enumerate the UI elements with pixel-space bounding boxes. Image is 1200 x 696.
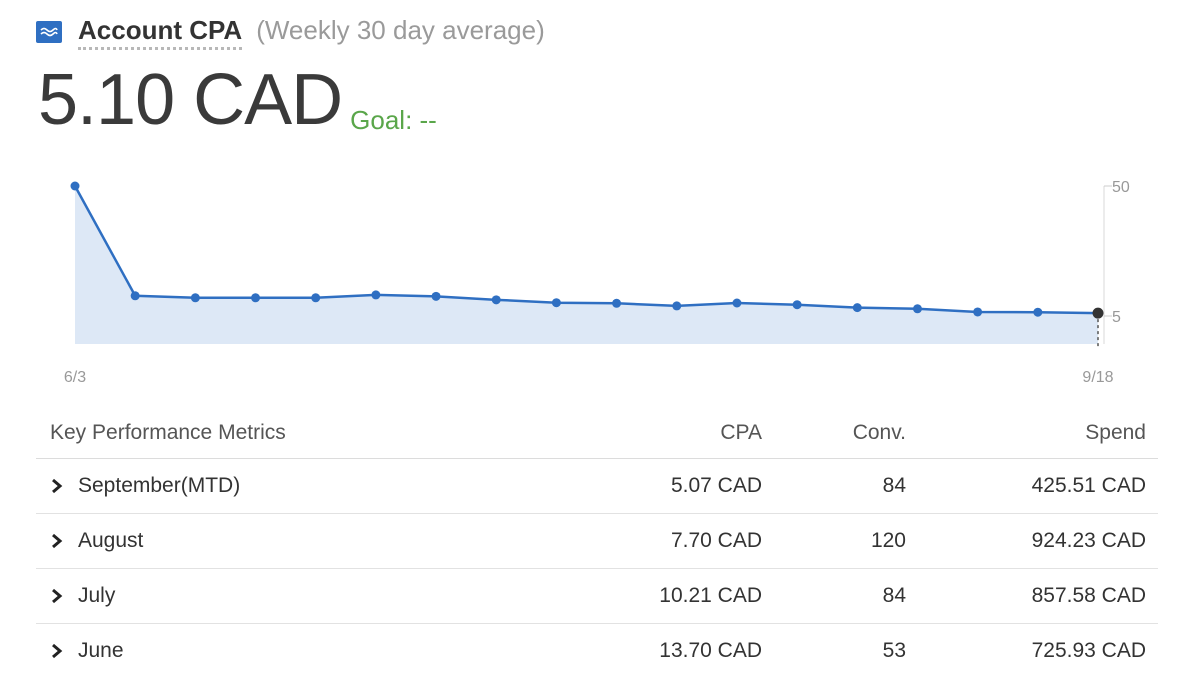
chevron-right-icon[interactable] bbox=[50, 533, 64, 549]
data-point bbox=[190, 293, 200, 303]
row-spend: 725.93 CAD bbox=[1031, 639, 1146, 662]
series-line bbox=[73, 185, 1099, 315]
row-cpa: 13.70 CAD bbox=[659, 639, 762, 662]
row-conv: 84 bbox=[882, 584, 906, 607]
data-point bbox=[612, 298, 622, 308]
data-point bbox=[130, 291, 140, 301]
header-cpa: CPA bbox=[720, 421, 762, 444]
data-point bbox=[431, 291, 441, 301]
card-header: Account CPA (Weekly 30 day average) bbox=[36, 12, 545, 52]
row-label: September(MTD) bbox=[78, 474, 241, 497]
metric-value: 5.10 CAD bbox=[38, 60, 343, 140]
y-tick-label: 50 bbox=[1112, 179, 1130, 196]
row-conv: 53 bbox=[882, 639, 906, 662]
data-point bbox=[792, 300, 802, 310]
row-conv: 84 bbox=[882, 474, 906, 497]
row-spend: 425.51 CAD bbox=[1031, 474, 1146, 497]
table-row[interactable]: August 7.70 CAD 120 924.23 CAD bbox=[36, 514, 1158, 569]
data-point bbox=[852, 303, 862, 313]
x-end-label: 9/18 bbox=[1082, 369, 1113, 386]
header-conv: Conv. bbox=[852, 421, 906, 444]
data-point bbox=[70, 181, 80, 191]
table-header: Key Performance Metrics CPA Conv. Spend bbox=[36, 408, 1158, 459]
card-subtitle: (Weekly 30 day average) bbox=[256, 14, 545, 45]
kpi-table: Key Performance Metrics CPA Conv. Spend … bbox=[36, 408, 1158, 678]
data-point bbox=[1033, 307, 1043, 317]
data-point bbox=[371, 290, 381, 300]
table-row[interactable]: June 13.70 CAD 53 725.93 CAD bbox=[36, 624, 1158, 678]
table-row[interactable]: July 10.21 CAD 84 857.58 CAD bbox=[36, 569, 1158, 624]
row-spend: 924.23 CAD bbox=[1031, 529, 1146, 552]
data-point bbox=[311, 293, 321, 303]
header-spend: Spend bbox=[1085, 421, 1146, 444]
row-cpa: 5.07 CAD bbox=[670, 474, 762, 497]
row-label: August bbox=[78, 529, 144, 552]
header-name: Key Performance Metrics bbox=[50, 421, 286, 444]
data-point bbox=[732, 298, 742, 308]
data-point bbox=[491, 295, 501, 305]
y-tick-label: 5 bbox=[1112, 309, 1121, 326]
chevron-right-icon[interactable] bbox=[50, 478, 64, 494]
data-point bbox=[551, 298, 561, 308]
row-label: July bbox=[78, 584, 116, 607]
x-start-label: 6/3 bbox=[64, 369, 86, 386]
row-label: June bbox=[78, 639, 124, 662]
data-point bbox=[912, 304, 922, 314]
chevron-right-icon[interactable] bbox=[50, 588, 64, 604]
row-conv: 120 bbox=[870, 529, 906, 552]
row-spend: 857.58 CAD bbox=[1031, 584, 1146, 607]
metric-summary: 5.10 CAD Goal: -- bbox=[38, 60, 437, 140]
chevron-right-icon[interactable] bbox=[50, 643, 64, 659]
data-point bbox=[973, 307, 983, 317]
data-point bbox=[251, 293, 261, 303]
data-point bbox=[672, 301, 682, 311]
row-cpa: 10.21 CAD bbox=[659, 584, 762, 607]
goal-label: Goal: -- bbox=[350, 105, 437, 135]
adwords-logo-icon bbox=[36, 21, 62, 43]
cpa-trend-chart: 50 5 6/3 9/18 bbox=[64, 179, 1130, 386]
area-fill bbox=[75, 186, 1098, 344]
card-title[interactable]: Account CPA bbox=[78, 15, 243, 50]
table-row[interactable]: September(MTD) 5.07 CAD 84 425.51 CAD bbox=[36, 459, 1158, 514]
data-point bbox=[1092, 307, 1104, 319]
row-cpa: 7.70 CAD bbox=[670, 529, 762, 552]
